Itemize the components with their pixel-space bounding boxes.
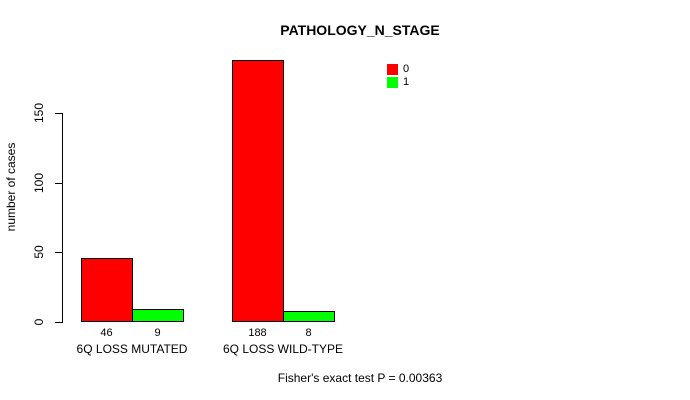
x-axis-category-label: 6Q LOSS WILD-TYPE: [222, 342, 344, 356]
chart-title: PATHOLOGY_N_STAGE: [280, 22, 440, 38]
y-axis-tick: [55, 183, 62, 184]
legend-item: 0: [387, 63, 409, 75]
y-axis-line: [62, 113, 63, 323]
y-axis-tick-label: 100: [32, 172, 46, 193]
bar-value-label: 46: [100, 327, 113, 339]
footer-annotation: Fisher's exact test P = 0.00363: [277, 371, 443, 385]
y-axis-tick-label: 50: [32, 245, 46, 260]
bar-series-1: [132, 309, 184, 322]
y-axis-tick: [55, 252, 62, 253]
y-axis-tick: [55, 322, 62, 323]
y-axis-title: number of cases: [4, 142, 18, 232]
legend-swatch: [387, 63, 398, 75]
y-axis-tick-label: 150: [32, 102, 46, 124]
legend-swatch: [387, 76, 398, 88]
legend-item: 1: [387, 76, 409, 88]
bar-value-label: 8: [305, 327, 312, 339]
x-axis-category-label: 6Q LOSS MUTATED: [76, 342, 188, 356]
legend-label: 1: [403, 76, 410, 88]
bar-series-0: [81, 257, 133, 322]
legend-label: 0: [403, 63, 410, 75]
y-axis-tick: [55, 113, 62, 114]
y-axis-tick-label: 0: [32, 318, 46, 326]
bar-value-label: 188: [248, 327, 267, 339]
bar-value-label: 9: [154, 327, 161, 339]
bar-series-1: [283, 310, 335, 322]
bar-series-0: [232, 60, 284, 322]
